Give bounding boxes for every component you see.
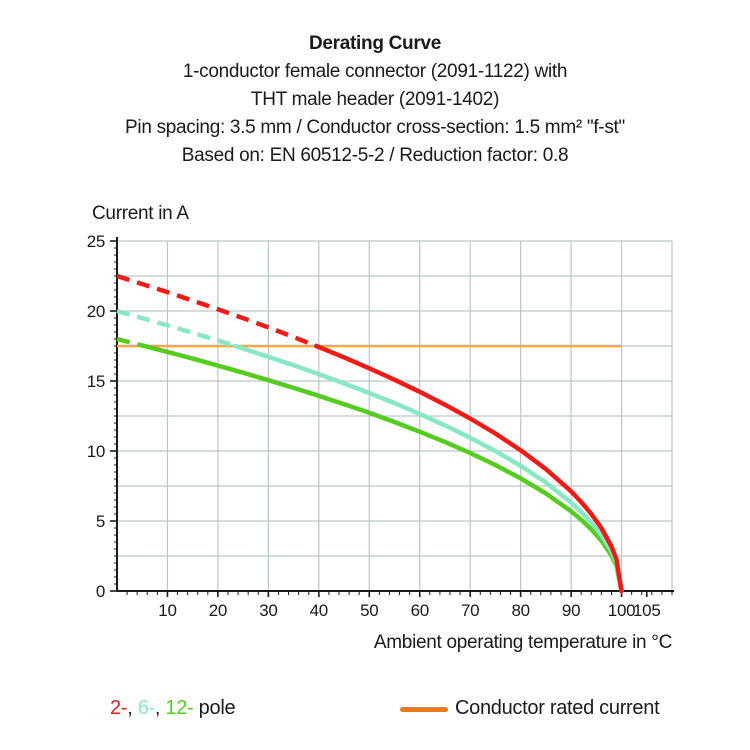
x-tick-label: 100 [608, 601, 635, 620]
chart-subtitle-line-3: Pin spacing: 3.5 mm / Conductor cross-se… [125, 117, 625, 138]
x-tick-label: 30 [259, 601, 277, 620]
chart-subtitle-line-4: Based on: EN 60512-5-2 / Reduction facto… [181, 145, 569, 166]
chart-title: Derating Curve [308, 33, 441, 54]
legend-pole-segment: 12- [165, 697, 194, 719]
y-tick-label: 5 [96, 512, 105, 531]
curve-6-pole-solid [232, 343, 624, 594]
y-tick-label: 0 [96, 582, 105, 601]
legend-row: 2-, 6-, 12- pole Conductor rated current [0, 694, 750, 726]
y-tick-label: 10 [87, 442, 105, 461]
legend-pole-segment: pole [193, 697, 236, 719]
chart-header: Derating Curve 1-conductor female connec… [0, 30, 750, 170]
x-tick-label: 105 [633, 601, 660, 620]
x-tick-label: 70 [461, 601, 479, 620]
curve-12-pole-solid [142, 343, 624, 594]
x-tick-label: 80 [511, 601, 529, 620]
curve-6-pole-dashed [116, 308, 236, 349]
legend-pole-segment: 2- [110, 697, 128, 719]
curve-2-pole-dashed [116, 273, 318, 349]
curve-2-pole-solid [314, 343, 624, 594]
x-axis-title: Ambient operating temperature in °C [373, 632, 672, 653]
x-tick-label: 60 [411, 601, 429, 620]
chart-subtitle-line-1: 1-conductor female connector (2091-1122)… [182, 61, 568, 82]
x-tick-label: 50 [360, 601, 378, 620]
legend-pole-segment: , [154, 697, 166, 719]
y-tick-label: 25 [87, 232, 105, 251]
x-tick-label: 90 [562, 601, 580, 620]
y-tick-label: 20 [87, 302, 105, 321]
chart-subtitle-line-2: THT male header (2091-1402) [250, 89, 500, 110]
y-tick-label: 15 [87, 372, 105, 391]
x-tick-label: 10 [158, 601, 176, 620]
legend-pole-segment: , [127, 697, 138, 719]
legend-pole-counts: 2-, 6-, 12- pole [110, 697, 236, 720]
x-tick-label: 20 [209, 601, 227, 620]
legend-pole-segment: 6- [137, 697, 155, 719]
rated-current-line-swatch [400, 707, 448, 712]
y-axis-title: Current in A [92, 203, 189, 224]
x-tick-label: 40 [310, 601, 328, 620]
legend-rated-current-label: Conductor rated current [455, 697, 660, 719]
